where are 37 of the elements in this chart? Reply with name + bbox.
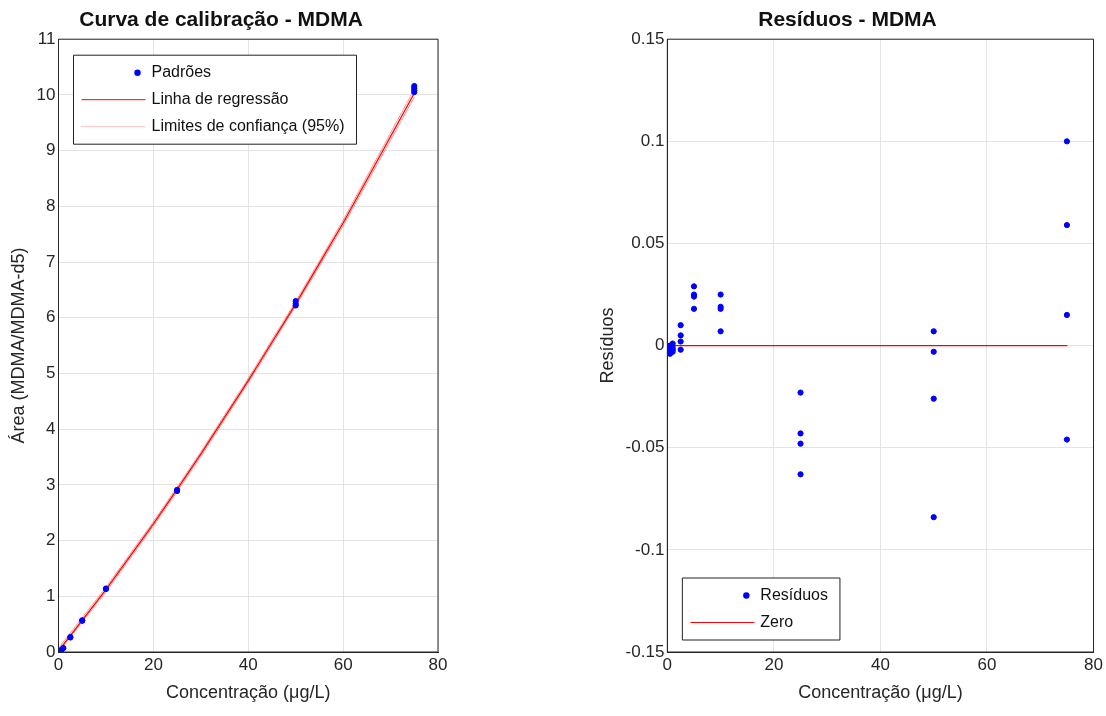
y-tick-label: 0.05 [631,233,665,253]
y-tick-label: 3 [46,474,56,494]
x-tick-label: 20 [764,654,784,674]
y-tick-label: 0.15 [631,28,665,48]
legend-label: Padrões [151,63,212,81]
y-tick-label: 2 [46,530,56,550]
y-tick-label: 6 [46,307,56,327]
y-tick-label: 7 [46,251,56,271]
x-tick-label: 40 [238,654,258,674]
chart-title: Curva de calibração - MDMA [79,7,363,31]
x-tick-label: 60 [977,654,997,674]
x-tick-label: 60 [333,654,353,674]
legend-label: Limites de confiança (95%) [151,117,345,135]
y-axis-title: Área (MDMA/MDMA-d5) [7,247,28,444]
x-tick-label: 40 [870,654,890,674]
y-tick-label: 4 [46,418,56,438]
legend-label: Zero [760,612,794,630]
y-tick-label: 5 [46,363,56,383]
y-tick-label: -0.05 [625,437,665,457]
y-tick-label: 0 [654,335,665,355]
y-tick-label: 10 [36,84,56,104]
x-tick-label: 80 [428,654,448,674]
legend-label: Resíduos [760,585,828,603]
x-axis-title: Concentração (μg/L) [166,682,331,703]
y-tick-label: 0 [46,641,56,661]
y-tick-label: 9 [46,140,56,160]
x-tick-label: 20 [143,654,163,674]
y-tick-label: 11 [37,28,56,48]
chart-title: Resíduos - MDMA [758,7,937,31]
y-tick-label: 8 [46,196,56,216]
y-tick-label: -0.1 [635,539,665,559]
y-tick-label: 0.1 [640,131,665,151]
legend-label: Linha de regressão [151,90,289,108]
x-axis-title: Concentração (μg/L) [798,682,963,703]
y-axis-title: Resíduos [596,307,617,384]
y-tick-label: 1 [46,585,56,605]
x-tick-label: 80 [1084,654,1104,674]
